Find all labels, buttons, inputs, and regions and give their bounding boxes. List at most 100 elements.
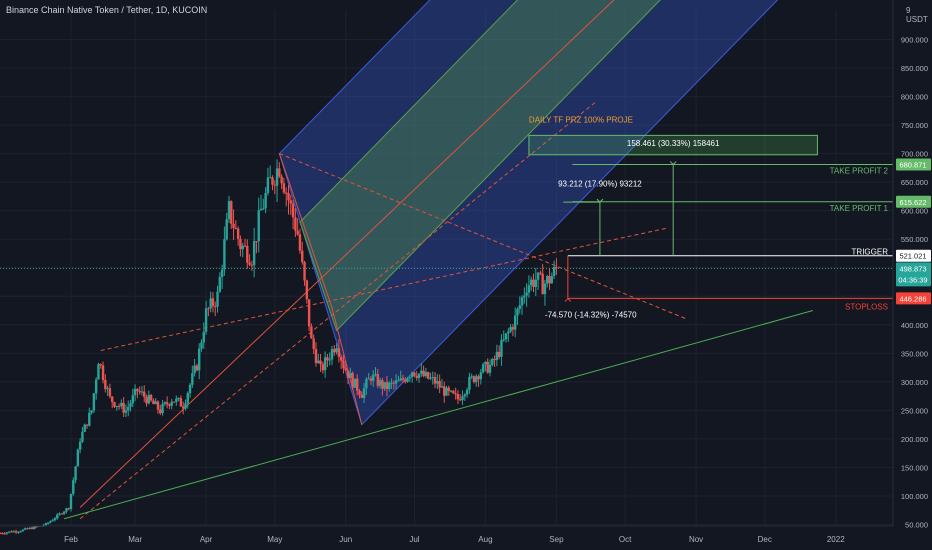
candle-body (191, 373, 194, 385)
x-tick-label: Dec (758, 535, 772, 544)
candle-body (530, 279, 533, 286)
candle-body (28, 527, 31, 529)
candle-body (268, 177, 272, 179)
candle-body (19, 531, 22, 533)
candle-body (275, 168, 279, 186)
candle-body (246, 245, 249, 263)
x-tick-label: Feb (64, 535, 78, 544)
candle-body (248, 262, 251, 265)
candle-body (88, 412, 91, 426)
candle-body (509, 327, 512, 332)
candle-body (532, 279, 535, 288)
candle-body (145, 397, 148, 404)
drawing-labels: DAILY TF PRZ 100% PROJE 158.461 (30.33%) … (529, 115, 889, 319)
y-tick-label: 150.000 (901, 463, 928, 472)
candle-body (175, 398, 178, 402)
candle-body (454, 393, 457, 395)
candle-body (271, 177, 274, 185)
candle-body (53, 518, 57, 521)
candle-body (534, 279, 537, 288)
y-tick-label: 850.000 (901, 64, 928, 73)
measure-text-sl: -74.570 (-14.32%) -74570 (545, 310, 637, 319)
candle-body (296, 230, 299, 235)
level-label-take-profit-2: TAKE PROFIT 2 (830, 167, 889, 176)
candle-body (10, 531, 13, 533)
candle-body (525, 292, 528, 296)
candle-body (252, 241, 256, 266)
candle-body (424, 372, 428, 377)
y-tick-label: 250.000 (901, 406, 928, 415)
pitchfork-outer-band (278, 0, 779, 426)
candle-body (280, 176, 283, 184)
currency-label: 9 USDT (906, 6, 928, 24)
candle-body (124, 410, 128, 413)
x-tick-label: 2022 (827, 535, 845, 544)
candle-body (465, 389, 469, 395)
candle-body (502, 339, 505, 341)
candle-body (523, 295, 526, 298)
x-tick-label: Mar (128, 535, 142, 544)
candle-body (548, 276, 551, 284)
candle-body (479, 372, 483, 380)
candle-body (143, 391, 146, 398)
candle-body (154, 401, 157, 405)
candle-body (21, 529, 25, 532)
candle-body (198, 348, 201, 371)
candle-body (326, 357, 329, 361)
candle-body (539, 272, 542, 274)
candle-body (5, 532, 9, 534)
candle-body (319, 360, 322, 365)
level-label-stoploss: STOPLOSS (845, 302, 888, 311)
candle-body (74, 466, 77, 481)
candle-body (30, 527, 34, 530)
candle-body (104, 380, 107, 390)
candle-body (241, 245, 244, 250)
candle-body (81, 431, 84, 442)
candle-body (426, 372, 430, 379)
candle-body (257, 210, 260, 242)
candle-body (452, 390, 455, 394)
candle-body (550, 275, 554, 284)
candle-body (298, 234, 302, 251)
price-tag-stoploss-bg (896, 292, 931, 305)
pitchfork-inner-band (299, 0, 661, 332)
candle-body (459, 399, 462, 401)
candle-body (339, 356, 343, 361)
x-tick-label: May (267, 535, 282, 544)
candle-body (333, 349, 336, 353)
candle-body (390, 382, 393, 384)
candle-body (147, 394, 151, 404)
candle-body (463, 394, 467, 397)
measure-text-tp2: 158.461 (30.33%) 158461 (627, 139, 720, 148)
measure-text-tp1: 93.212 (17.90%) 93212 (558, 180, 642, 189)
candle-body (376, 374, 380, 386)
price-tag-trigger: 521.021 (899, 252, 926, 261)
candle-body (488, 364, 492, 373)
price-tag-tp2: 680.871 (899, 161, 926, 170)
candle-body (504, 333, 508, 340)
y-tick-label: 800.000 (901, 93, 928, 102)
measure-arrow-sl-head (564, 297, 572, 302)
candle-body (445, 387, 448, 396)
candle-body (346, 370, 350, 379)
candle-body (62, 511, 66, 514)
candle-body (255, 241, 258, 243)
prz-annotation: DAILY TF PRZ 100% PROJE (529, 115, 633, 124)
candle-body (60, 513, 64, 515)
candle-body (477, 376, 480, 380)
candle-body (12, 531, 15, 533)
candle-body (181, 406, 185, 409)
candle-body (220, 269, 224, 277)
candle-body (17, 531, 20, 533)
candle-body (90, 410, 93, 413)
candle-body (527, 285, 531, 293)
candle-body (287, 192, 290, 201)
candle-body (46, 522, 50, 524)
candle-body (468, 376, 471, 390)
candle-body (56, 514, 59, 519)
candle-body (282, 183, 286, 193)
y-tick-label: 300.000 (901, 378, 928, 387)
